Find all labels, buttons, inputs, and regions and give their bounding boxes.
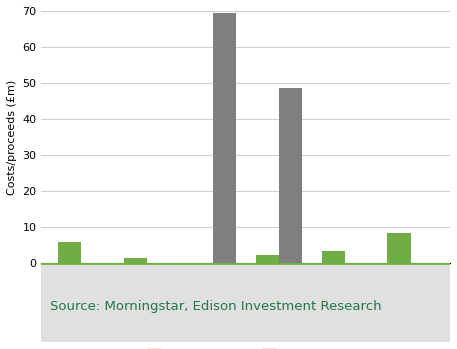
Y-axis label: Costs/proceeds (£m): Costs/proceeds (£m) [7, 80, 17, 195]
Bar [213, 13, 236, 263]
Bar [322, 251, 345, 263]
Bar [255, 255, 279, 263]
Bar [279, 88, 302, 263]
Bar [124, 258, 147, 263]
Legend: Repurchases, Allotments: Repurchases, Allotments [143, 344, 349, 349]
Bar [388, 233, 410, 263]
Text: Source: Morningstar, Edison Investment Research: Source: Morningstar, Edison Investment R… [50, 300, 381, 313]
Bar [58, 242, 81, 263]
